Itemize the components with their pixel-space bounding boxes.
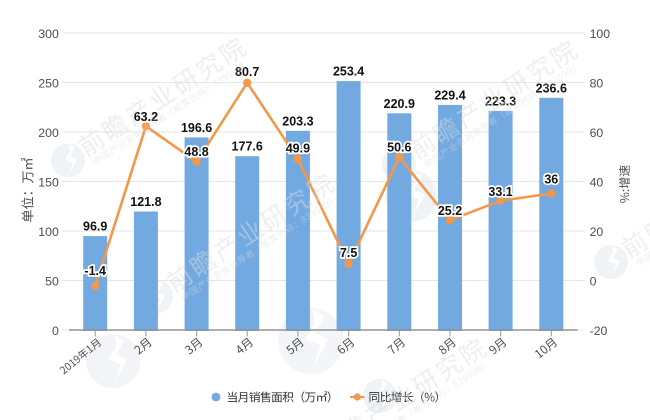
svg-text:36: 36 [544, 172, 558, 186]
svg-text:100: 100 [38, 225, 59, 239]
svg-text:63.2: 63.2 [134, 110, 158, 124]
svg-text:25.2: 25.2 [438, 204, 462, 218]
svg-text:150: 150 [38, 176, 59, 190]
svg-text:96.9: 96.9 [83, 220, 107, 234]
svg-text:253.4: 253.4 [333, 65, 364, 79]
svg-text:80.7: 80.7 [235, 65, 259, 79]
svg-text:48.8: 48.8 [184, 145, 208, 159]
svg-text:229.4: 229.4 [434, 88, 465, 102]
svg-text:80: 80 [590, 77, 604, 91]
svg-text:250: 250 [38, 77, 59, 91]
svg-text:50: 50 [45, 275, 59, 289]
svg-text:203.3: 203.3 [282, 114, 313, 128]
svg-text:49.9: 49.9 [286, 141, 310, 155]
svg-text:-1.4: -1.4 [84, 264, 106, 278]
svg-text:-20: -20 [590, 324, 608, 338]
svg-text:220.9: 220.9 [384, 97, 415, 111]
svg-text:177.6: 177.6 [232, 140, 263, 154]
svg-text:33.1: 33.1 [488, 185, 512, 199]
svg-text:20: 20 [590, 225, 604, 239]
svg-text:196.6: 196.6 [181, 121, 212, 135]
svg-text:236.6: 236.6 [536, 81, 567, 95]
svg-text:7.5: 7.5 [340, 246, 357, 260]
svg-text:121.8: 121.8 [130, 195, 161, 209]
svg-text:100: 100 [590, 27, 611, 41]
svg-text:50.6: 50.6 [387, 141, 411, 155]
svg-text:200: 200 [38, 126, 59, 140]
svg-text:40: 40 [590, 176, 604, 190]
svg-text:300: 300 [38, 27, 59, 41]
svg-text:0: 0 [590, 275, 597, 289]
svg-text:0: 0 [52, 324, 59, 338]
svg-text:60: 60 [590, 126, 604, 140]
